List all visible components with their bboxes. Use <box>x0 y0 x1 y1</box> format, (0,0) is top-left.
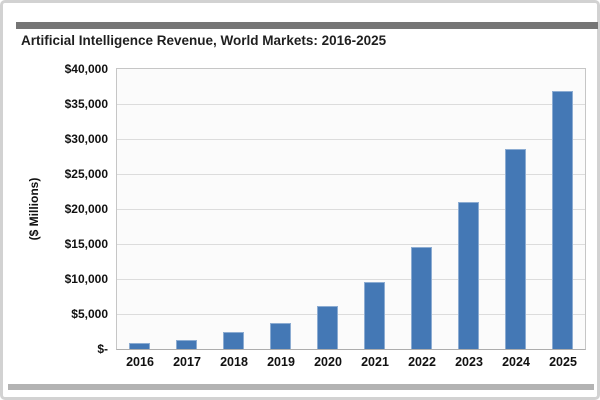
bar-2021 <box>364 282 385 349</box>
y-tick-label: $20,000 <box>64 202 108 216</box>
x-tick-label-2019: 2019 <box>267 355 295 369</box>
x-tick-label-2017: 2017 <box>173 355 201 369</box>
gridline <box>117 244 585 245</box>
top-divider <box>16 22 598 29</box>
bar-2020 <box>317 306 338 349</box>
y-tick-label: $10,000 <box>64 272 108 286</box>
y-tick-label: $15,000 <box>64 237 108 251</box>
y-tick-label: $35,000 <box>64 97 108 111</box>
x-tick-label-2021: 2021 <box>361 355 389 369</box>
y-tick-label: $40,000 <box>64 62 108 76</box>
gridline <box>117 279 585 280</box>
y-tick-label: $5,000 <box>71 307 108 321</box>
plot-area <box>116 68 586 350</box>
bar-2024 <box>505 149 526 349</box>
bar-2025 <box>552 91 573 349</box>
x-tick-label-2025: 2025 <box>549 355 577 369</box>
gridline <box>117 209 585 210</box>
gridline <box>117 139 585 140</box>
x-tick-label-2016: 2016 <box>126 355 154 369</box>
y-tick-label: $25,000 <box>64 167 108 181</box>
gridline <box>117 314 585 315</box>
x-tick-label-2024: 2024 <box>502 355 530 369</box>
bar-2017 <box>176 340 197 349</box>
x-tick-label-2018: 2018 <box>220 355 248 369</box>
y-tick-label: $30,000 <box>64 132 108 146</box>
gridline <box>117 104 585 105</box>
bar-2018 <box>223 332 244 349</box>
bar-2022 <box>411 247 432 349</box>
x-tick-label-2020: 2020 <box>314 355 342 369</box>
x-tick-label-2023: 2023 <box>455 355 483 369</box>
bar-2016 <box>129 343 150 349</box>
bar-2019 <box>270 323 291 349</box>
bottom-divider <box>8 384 594 390</box>
y-tick-label: $- <box>97 342 108 356</box>
gridline <box>117 174 585 175</box>
chart-title: Artificial Intelligence Revenue, World M… <box>21 33 387 48</box>
x-tick-label-2022: 2022 <box>408 355 436 369</box>
bar-2023 <box>458 202 479 349</box>
